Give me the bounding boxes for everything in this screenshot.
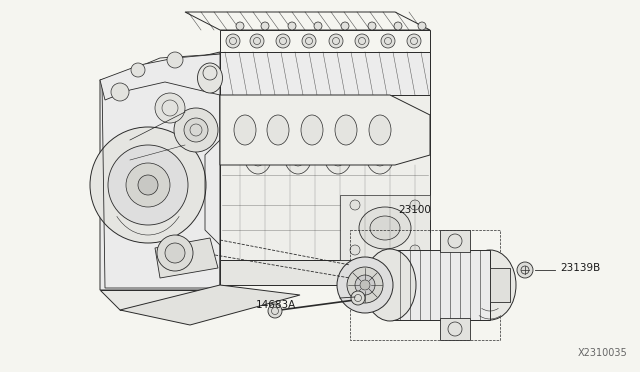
Ellipse shape [370, 216, 400, 240]
Polygon shape [220, 52, 430, 95]
Circle shape [368, 22, 376, 30]
Circle shape [276, 34, 290, 48]
Circle shape [157, 235, 193, 271]
Text: X2310035: X2310035 [577, 348, 627, 358]
Circle shape [174, 108, 218, 152]
Circle shape [355, 34, 369, 48]
Text: 14683A: 14683A [256, 300, 296, 310]
Circle shape [90, 127, 206, 243]
Polygon shape [100, 290, 220, 310]
Ellipse shape [359, 207, 411, 249]
Polygon shape [220, 260, 430, 285]
Circle shape [517, 262, 533, 278]
Polygon shape [490, 268, 510, 302]
Ellipse shape [267, 115, 289, 145]
Circle shape [350, 245, 360, 255]
Text: 23100: 23100 [399, 205, 431, 215]
Circle shape [288, 22, 296, 30]
Circle shape [184, 118, 208, 142]
Polygon shape [100, 54, 220, 100]
Polygon shape [220, 30, 430, 52]
Ellipse shape [366, 136, 394, 174]
Ellipse shape [198, 63, 223, 93]
Circle shape [407, 34, 421, 48]
Circle shape [337, 257, 393, 313]
Polygon shape [440, 230, 470, 252]
Polygon shape [185, 12, 430, 30]
Polygon shape [120, 285, 300, 325]
Circle shape [250, 34, 264, 48]
Ellipse shape [284, 136, 312, 174]
Circle shape [302, 34, 316, 48]
Circle shape [394, 22, 402, 30]
Circle shape [261, 22, 269, 30]
Circle shape [381, 34, 395, 48]
Ellipse shape [364, 249, 416, 321]
Ellipse shape [335, 115, 357, 145]
Circle shape [167, 52, 183, 68]
Circle shape [410, 245, 420, 255]
Circle shape [351, 291, 365, 305]
Ellipse shape [244, 136, 272, 174]
Polygon shape [100, 52, 220, 290]
Circle shape [314, 22, 322, 30]
Circle shape [108, 145, 188, 225]
Circle shape [347, 267, 383, 303]
Ellipse shape [369, 115, 391, 145]
Ellipse shape [324, 136, 352, 174]
Circle shape [131, 63, 145, 77]
Circle shape [418, 22, 426, 30]
Circle shape [341, 22, 349, 30]
Circle shape [268, 304, 282, 318]
Ellipse shape [301, 115, 323, 145]
Circle shape [155, 93, 185, 123]
Circle shape [329, 34, 343, 48]
Polygon shape [220, 52, 430, 260]
Circle shape [138, 175, 158, 195]
Circle shape [226, 34, 240, 48]
Polygon shape [390, 250, 490, 320]
Ellipse shape [234, 115, 256, 145]
Polygon shape [220, 95, 430, 165]
Ellipse shape [464, 250, 516, 320]
Circle shape [126, 163, 170, 207]
Circle shape [111, 83, 129, 101]
Text: 23139B: 23139B [560, 263, 600, 273]
Polygon shape [340, 195, 430, 260]
Polygon shape [440, 318, 470, 340]
Circle shape [236, 22, 244, 30]
Polygon shape [155, 238, 218, 278]
Circle shape [410, 200, 420, 210]
Circle shape [165, 243, 185, 263]
Circle shape [360, 280, 370, 290]
Circle shape [355, 275, 375, 295]
Circle shape [350, 200, 360, 210]
